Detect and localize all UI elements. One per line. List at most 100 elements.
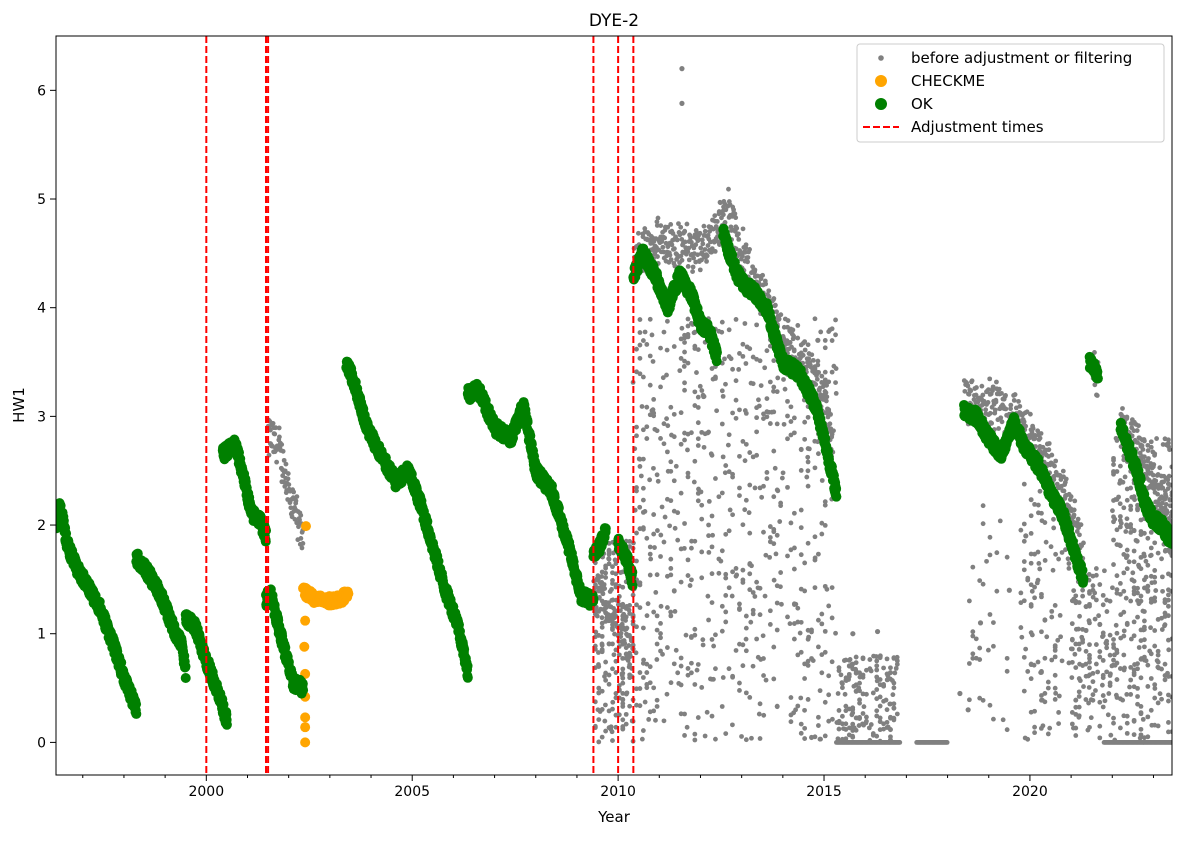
before-point [877,654,883,660]
checkme-point [300,737,311,748]
before-point [1148,545,1154,551]
before-point [857,715,862,720]
before-point [1034,580,1040,586]
before-point [694,370,699,375]
before-point [999,390,1004,396]
before-point [688,235,693,241]
before-point [764,409,770,415]
before-point [677,368,683,374]
before-point [779,601,784,607]
before-point [1073,733,1079,738]
before-point [1124,692,1130,697]
before-point [818,329,824,335]
before-point [695,715,701,720]
before-point [795,703,801,709]
before-point [1090,583,1096,589]
before-point [1046,441,1052,446]
before-point [1085,673,1091,679]
before-point [733,415,739,421]
before-point [1083,648,1089,654]
before-point [1076,689,1082,695]
before-point [966,697,972,703]
before-point [610,578,615,583]
before-point [1107,680,1113,686]
before-point [642,509,648,514]
before-point [737,485,742,491]
before-point [983,407,989,413]
before-point [1087,724,1092,730]
before-point [763,552,769,558]
before-point [1017,403,1023,409]
before-point [749,563,754,569]
before-point [692,737,698,743]
before-point [1042,520,1048,525]
ok-point [180,661,191,672]
before-point [682,711,687,717]
before-point [722,470,728,476]
before-point [1128,677,1134,683]
before-point [651,465,656,471]
before-point [1075,516,1081,522]
before-point [748,619,754,625]
before-point [788,695,794,700]
before-point [1036,561,1042,566]
before-point [647,544,653,550]
before-point [1021,481,1027,487]
before-point [881,665,886,671]
before-point [667,252,673,258]
before-point [1142,618,1147,624]
before-point [764,348,770,354]
before-point [743,690,749,696]
before-point [1165,486,1171,491]
before-point [647,572,653,578]
before-point [1142,624,1147,630]
before-point [286,482,292,487]
before-point [1138,675,1144,681]
before-point [288,505,294,511]
before-point [692,389,698,395]
before-point [798,649,804,655]
before-point [874,667,880,673]
before-point [747,247,752,252]
before-point [664,318,670,324]
before-point [603,570,609,576]
before-point [1023,533,1029,539]
before-point [634,558,639,564]
before-point [1028,676,1034,682]
before-point [780,470,786,476]
before-point [823,398,829,404]
before-point [1052,685,1058,691]
before-point [1142,609,1147,614]
before-point [853,660,859,666]
before-point [754,429,760,435]
before-point [826,673,832,679]
before-point [681,364,687,369]
before-point [798,525,804,531]
before-point [599,734,605,740]
before-point [1148,529,1154,535]
before-point [654,641,660,647]
before-point [609,587,614,592]
before-point [1068,494,1074,499]
before-point [1167,503,1172,509]
before-point [957,690,963,697]
before-point [1012,392,1018,397]
before-point [833,380,838,386]
before-point [1080,587,1086,593]
before-point [792,545,797,551]
before-point [740,522,746,528]
before-point [611,652,617,658]
before-point [299,545,305,551]
before-point [892,670,898,676]
before-point [1037,488,1043,494]
before-point [1051,473,1057,479]
before-point [1042,699,1048,705]
before-point [1042,558,1048,563]
before-point [1152,628,1158,633]
before-point [1028,530,1034,536]
before-point [696,486,701,492]
before-point [1081,684,1086,689]
before-point [771,644,777,650]
before-point [802,588,808,594]
